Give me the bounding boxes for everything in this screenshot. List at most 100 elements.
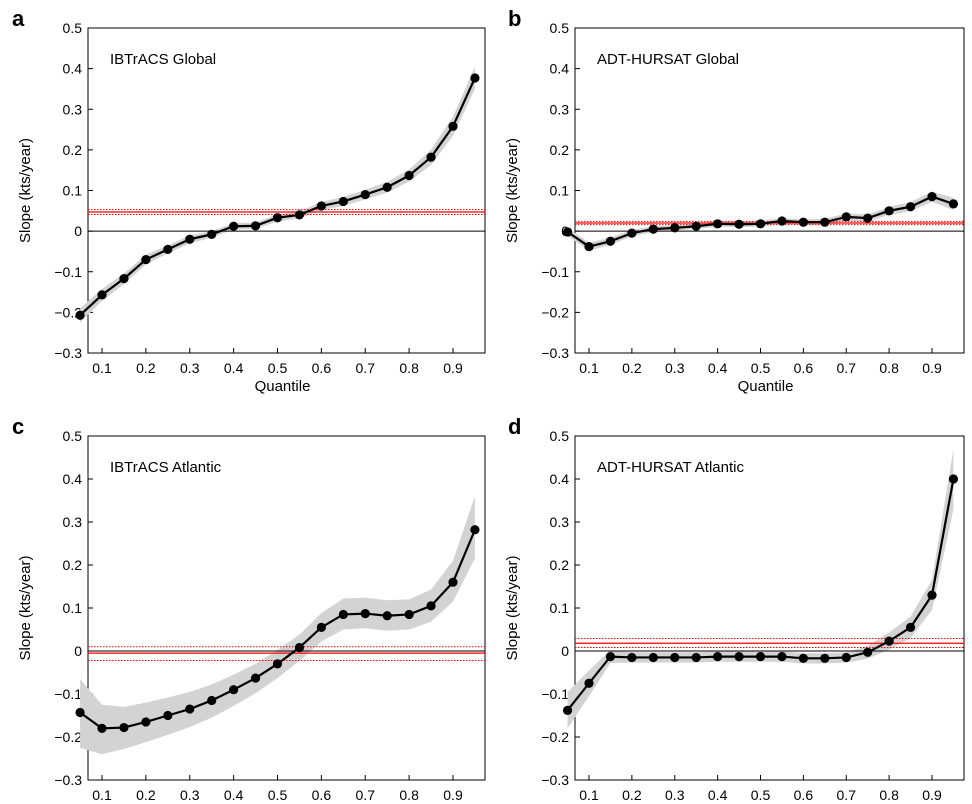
x-tick-label: 0.9 bbox=[922, 787, 942, 803]
data-point bbox=[841, 212, 851, 222]
data-point bbox=[185, 234, 195, 244]
data-point bbox=[927, 590, 937, 600]
y-tick-label: 0.3 bbox=[63, 514, 83, 530]
data-point bbox=[119, 722, 129, 733]
plot-frame bbox=[574, 435, 965, 781]
data-point bbox=[863, 647, 873, 657]
y-tick-label: −0.2 bbox=[541, 729, 569, 745]
x-tick-label: 0.4 bbox=[708, 360, 728, 376]
panel-letter: c bbox=[12, 414, 24, 439]
y-tick-label: −0.2 bbox=[54, 304, 82, 320]
x-tick-label: 0.7 bbox=[356, 360, 376, 376]
panel-letter: a bbox=[12, 6, 25, 31]
y-axis-label: Slope (kts/year) bbox=[504, 138, 521, 243]
data-point bbox=[294, 210, 305, 220]
y-tick-label: −0.1 bbox=[54, 264, 82, 280]
data-point bbox=[734, 219, 744, 229]
plot-frame bbox=[574, 27, 965, 354]
y-tick-label: −0.2 bbox=[541, 304, 569, 320]
data-point bbox=[605, 236, 616, 246]
x-tick-label: 0.3 bbox=[665, 787, 685, 803]
y-tick-label: −0.3 bbox=[54, 772, 82, 788]
y-tick-label: −0.3 bbox=[541, 772, 569, 788]
y-tick-label: 0.3 bbox=[550, 101, 570, 117]
data-point bbox=[250, 221, 261, 231]
y-tick-label: 0.1 bbox=[63, 183, 83, 199]
x-tick-label: 0.6 bbox=[794, 360, 814, 376]
data-point bbox=[648, 224, 658, 234]
data-point bbox=[426, 601, 436, 611]
x-tick-label: 0.7 bbox=[837, 360, 857, 376]
data-point bbox=[272, 213, 283, 223]
data-point bbox=[820, 653, 830, 663]
data-point bbox=[185, 704, 195, 714]
data-point bbox=[250, 673, 261, 683]
data-point bbox=[863, 213, 873, 223]
x-tick-label: 0.8 bbox=[879, 787, 899, 803]
data-point bbox=[141, 254, 151, 265]
y-tick-label: 0.4 bbox=[63, 61, 83, 77]
data-point bbox=[404, 170, 414, 181]
confidence-band bbox=[80, 496, 475, 755]
y-tick-label: −0.2 bbox=[54, 729, 82, 745]
series-line bbox=[79, 77, 476, 317]
y-tick-label: 0.5 bbox=[63, 20, 83, 36]
series-line bbox=[79, 529, 476, 730]
x-tick-label: 0.3 bbox=[180, 360, 200, 376]
x-tick-label: 0.8 bbox=[399, 360, 419, 376]
y-axis-label: Slope (kts/year) bbox=[17, 138, 34, 243]
y-tick-label: 0.1 bbox=[550, 600, 570, 616]
y-tick-label: 0 bbox=[74, 223, 82, 239]
series-line bbox=[566, 478, 955, 712]
x-tick-label: 0.3 bbox=[665, 360, 685, 376]
data-point bbox=[229, 685, 239, 695]
data-point bbox=[670, 223, 680, 233]
data-point bbox=[75, 707, 85, 718]
data-point bbox=[163, 244, 173, 255]
data-point bbox=[777, 216, 787, 226]
y-tick-label: 0 bbox=[74, 643, 82, 659]
data-point bbox=[448, 121, 458, 131]
panel-a: a −0.3 −0.2 −0.1 0 0.1 0.2 0.3 0.4 0.5 0.1 0.2 0.3 0.… bbox=[12, 6, 486, 395]
data-point bbox=[905, 202, 916, 212]
x-tick-label: 0.2 bbox=[136, 787, 156, 803]
x-tick-label: 0.6 bbox=[312, 360, 332, 376]
data-point bbox=[584, 241, 594, 252]
data-point bbox=[884, 636, 894, 646]
x-tick-label: 0.2 bbox=[136, 360, 156, 376]
y-tick-label: 0.4 bbox=[550, 471, 570, 487]
x-tick-label: 0.6 bbox=[794, 787, 814, 803]
data-point bbox=[948, 474, 959, 484]
y-tick-label: −0.1 bbox=[54, 686, 82, 702]
x-tick-label: 0.5 bbox=[751, 787, 771, 803]
data-point bbox=[404, 609, 414, 620]
data-point bbox=[670, 652, 680, 663]
panel-d: d −0.3 −0.2 −0.1 0 0.1 0.2 0.3 0.4 0.5 0.1 0.2 0.3 0.… bbox=[504, 414, 965, 803]
data-point bbox=[713, 219, 723, 229]
data-point bbox=[798, 217, 808, 227]
x-tick-label: 0.1 bbox=[92, 360, 112, 376]
y-tick-label: 0.5 bbox=[550, 20, 570, 36]
data-point bbox=[798, 653, 808, 663]
data-point bbox=[691, 652, 701, 663]
data-point bbox=[360, 189, 370, 200]
x-tick-label: 0.5 bbox=[751, 360, 771, 376]
data-point bbox=[627, 652, 637, 663]
panel-letter: b bbox=[508, 6, 521, 31]
x-tick-label: 0.3 bbox=[180, 787, 200, 803]
x-tick-label: 0.4 bbox=[708, 787, 728, 803]
x-axis-label: Quantile bbox=[255, 378, 311, 395]
x-tick-label: 0.9 bbox=[443, 360, 463, 376]
x-tick-label: 0.1 bbox=[579, 360, 599, 376]
data-point bbox=[316, 201, 326, 211]
data-point bbox=[294, 642, 305, 653]
y-tick-label: 0.5 bbox=[550, 428, 570, 444]
y-tick-label: 0.3 bbox=[550, 514, 570, 530]
x-tick-label: 0.2 bbox=[622, 787, 642, 803]
data-point bbox=[905, 622, 916, 632]
panel-c: c −0.3 −0.2 −0.1 0 0.1 0.2 0.3 0.4 0.5 0.1 0.2 0.3 0.… bbox=[12, 414, 486, 803]
data-point bbox=[755, 219, 766, 229]
y-tick-label: −0.1 bbox=[541, 686, 569, 702]
y-tick-label: −0.3 bbox=[54, 345, 82, 361]
